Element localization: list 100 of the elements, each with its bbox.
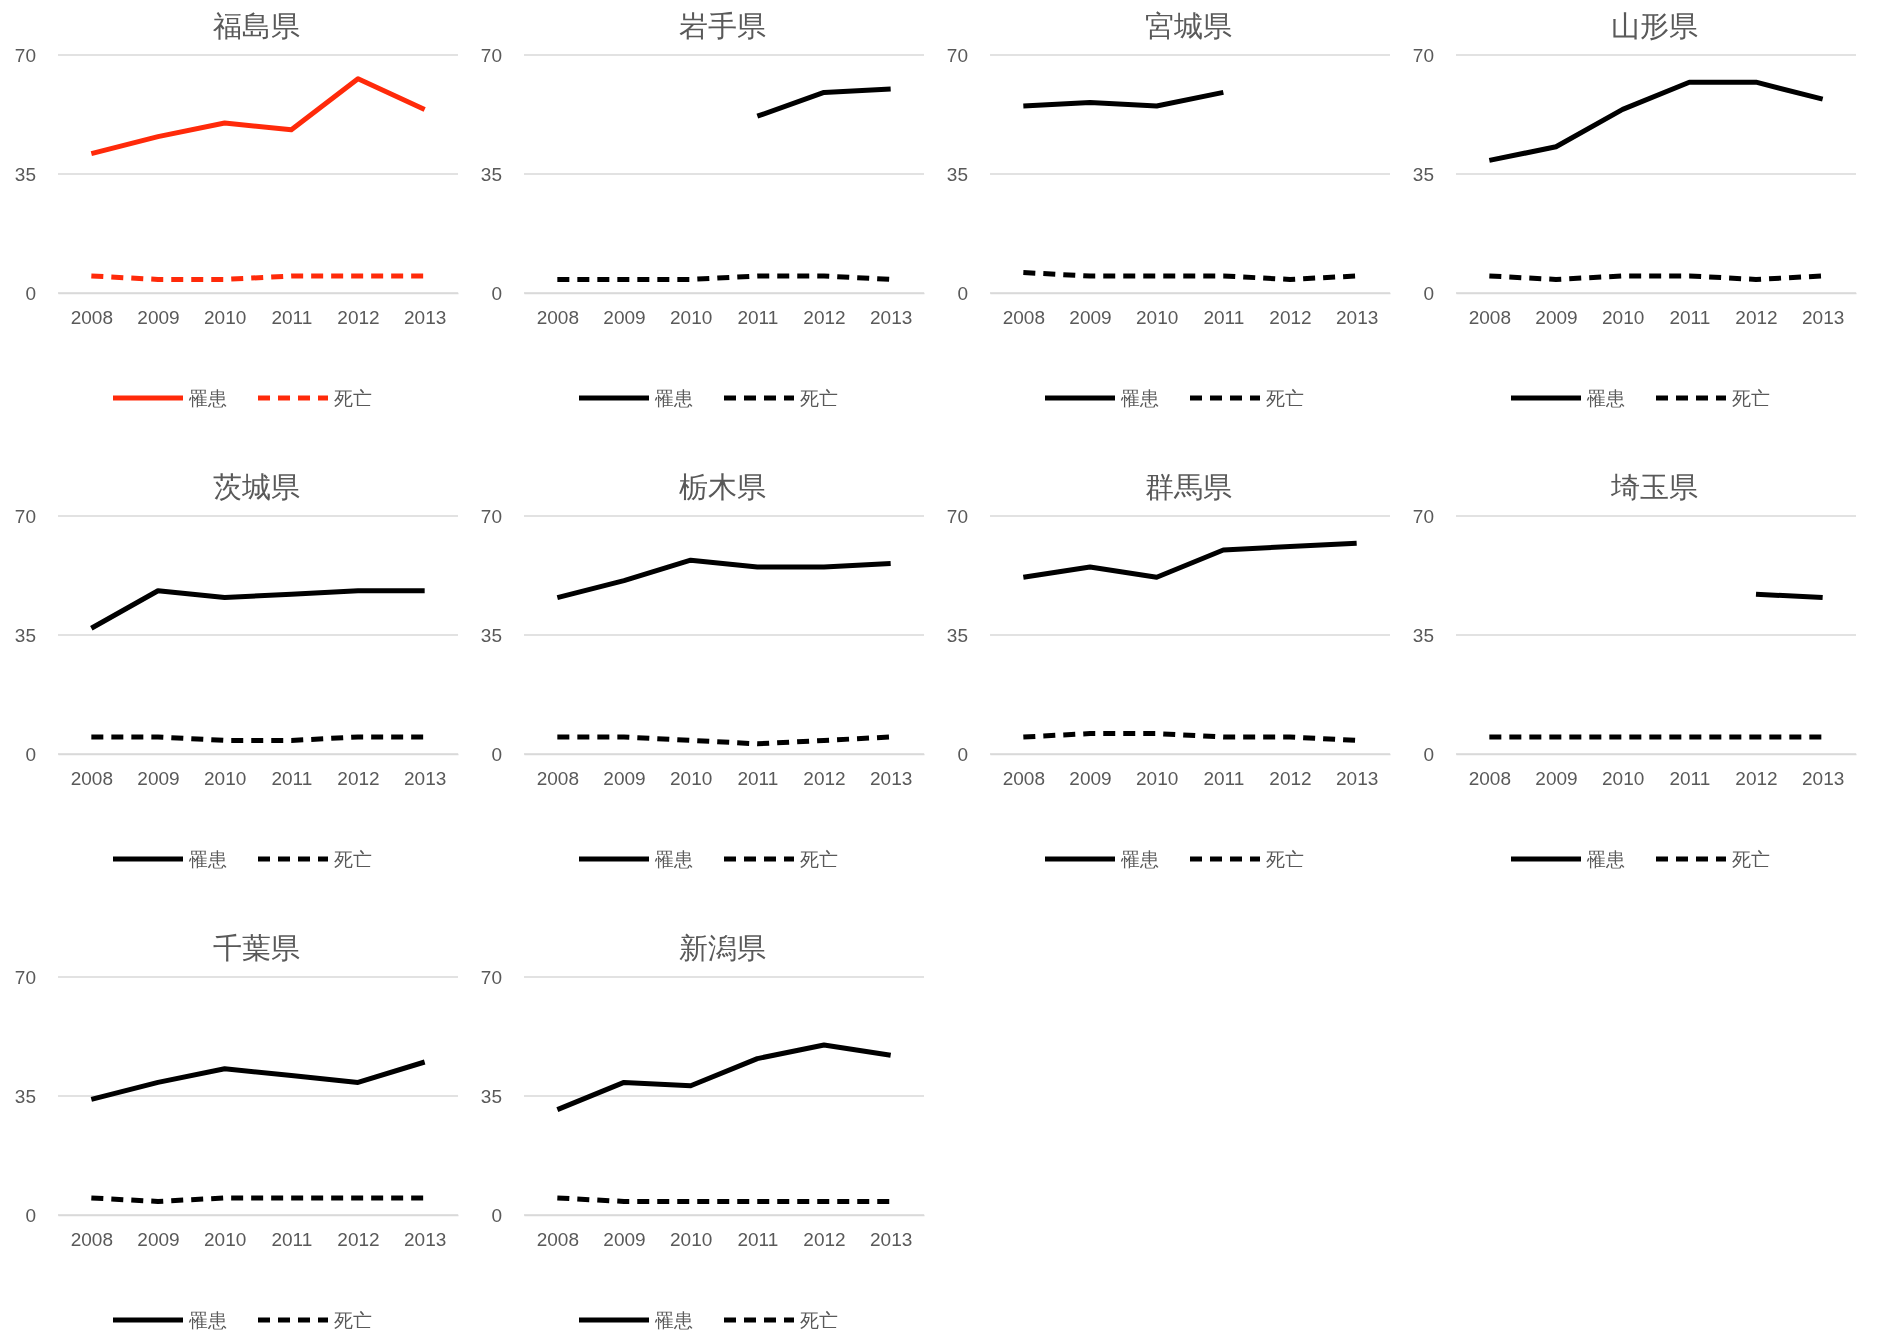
legend-label: 死亡 (334, 1309, 372, 1331)
y-tick-label: 0 (491, 743, 502, 765)
chart-title: 千葉県 (212, 931, 300, 965)
x-tick-label: 2008 (536, 307, 579, 329)
x-tick-label: 2008 (536, 1229, 579, 1251)
x-tick-label: 2009 (137, 1229, 180, 1251)
legend-label: 死亡 (800, 1309, 838, 1331)
y-tick-label: 0 (491, 282, 502, 304)
x-tick-label: 2010 (1136, 768, 1179, 790)
y-tick-label: 0 (1423, 282, 1434, 304)
y-tick-label: 0 (491, 1204, 502, 1226)
x-tick-label: 2012 (1269, 768, 1312, 790)
y-tick-label: 70 (1412, 505, 1434, 527)
x-tick-label: 2009 (1069, 307, 1112, 329)
y-tick-label: 35 (1412, 624, 1434, 646)
x-tick-label: 2009 (1535, 307, 1578, 329)
x-tick-label: 2013 (1802, 307, 1845, 329)
x-tick-label: 2013 (1336, 307, 1379, 329)
y-tick-label: 35 (480, 163, 502, 185)
legend-label: 罹患 (188, 387, 227, 409)
x-tick-label: 2010 (204, 1229, 247, 1251)
y-tick-label: 35 (946, 163, 968, 185)
x-tick-label: 2011 (271, 768, 313, 790)
y-tick-label: 70 (14, 505, 36, 527)
legend-label: 罹患 (1120, 848, 1159, 870)
x-tick-label: 2012 (337, 1229, 380, 1251)
chart-title: 群馬県 (1144, 470, 1232, 504)
x-tick-label: 2012 (1735, 768, 1778, 790)
y-tick-label: 35 (480, 624, 502, 646)
x-tick-label: 2009 (603, 307, 646, 329)
y-tick-label: 70 (480, 505, 502, 527)
x-tick-label: 2011 (1203, 768, 1245, 790)
y-tick-label: 35 (14, 624, 36, 646)
x-tick-label: 2013 (1336, 768, 1379, 790)
x-tick-label: 2011 (271, 1229, 313, 1251)
legend-label: 罹患 (188, 1309, 227, 1331)
x-tick-label: 2012 (337, 768, 380, 790)
legend-label: 罹患 (654, 1309, 693, 1331)
chart-title: 岩手県 (678, 9, 766, 43)
x-tick-label: 2013 (870, 768, 913, 790)
chart-title: 茨城県 (212, 470, 300, 504)
y-tick-label: 35 (480, 1085, 502, 1107)
legend-label: 死亡 (800, 387, 838, 409)
chart-title: 宮城県 (1144, 9, 1232, 43)
y-tick-label: 70 (14, 966, 36, 988)
x-tick-label: 2008 (1468, 307, 1511, 329)
legend-label: 罹患 (1586, 387, 1625, 409)
x-tick-label: 2009 (1535, 768, 1578, 790)
y-tick-label: 35 (14, 163, 36, 185)
legend-label: 死亡 (1732, 387, 1770, 409)
legend-label: 死亡 (1266, 848, 1304, 870)
x-tick-label: 2011 (1669, 768, 1711, 790)
legend-label: 罹患 (188, 848, 227, 870)
y-tick-label: 35 (14, 1085, 36, 1107)
legend-label: 死亡 (1732, 848, 1770, 870)
x-tick-label: 2009 (137, 768, 180, 790)
y-tick-label: 0 (957, 743, 968, 765)
legend-label: 死亡 (800, 848, 838, 870)
x-tick-label: 2012 (803, 307, 846, 329)
x-tick-label: 2012 (1269, 307, 1312, 329)
chart-title: 新潟県 (678, 931, 766, 965)
x-tick-label: 2009 (137, 307, 180, 329)
x-tick-label: 2012 (1735, 307, 1778, 329)
x-tick-label: 2008 (70, 307, 113, 329)
legend-label: 死亡 (334, 387, 372, 409)
x-tick-label: 2011 (737, 768, 779, 790)
x-tick-label: 2010 (204, 307, 247, 329)
x-tick-label: 2013 (404, 768, 447, 790)
y-tick-label: 70 (1412, 44, 1434, 66)
x-tick-label: 2012 (337, 307, 380, 329)
x-tick-label: 2010 (670, 1229, 713, 1251)
legend-label: 罹患 (654, 848, 693, 870)
x-tick-label: 2012 (803, 1229, 846, 1251)
x-tick-label: 2010 (670, 307, 713, 329)
x-tick-label: 2008 (1468, 768, 1511, 790)
x-tick-label: 2011 (1669, 307, 1711, 329)
x-tick-label: 2008 (70, 768, 113, 790)
legend-label: 死亡 (1266, 387, 1304, 409)
y-tick-label: 0 (25, 743, 36, 765)
x-tick-label: 2011 (737, 1229, 779, 1251)
y-tick-label: 70 (14, 44, 36, 66)
x-tick-label: 2011 (737, 307, 779, 329)
x-tick-label: 2010 (1602, 768, 1645, 790)
chart-title: 埼玉県 (1609, 470, 1698, 504)
y-tick-label: 0 (25, 282, 36, 304)
y-tick-label: 0 (25, 1204, 36, 1226)
x-tick-label: 2012 (803, 768, 846, 790)
x-tick-label: 2010 (670, 768, 713, 790)
x-tick-label: 2009 (603, 1229, 646, 1251)
x-tick-label: 2009 (603, 768, 646, 790)
x-tick-label: 2013 (870, 1229, 913, 1251)
chart-title: 栃木県 (678, 470, 766, 504)
x-tick-label: 2013 (1802, 768, 1845, 790)
y-tick-label: 0 (957, 282, 968, 304)
x-tick-label: 2013 (404, 1229, 447, 1251)
x-tick-label: 2010 (204, 768, 247, 790)
y-tick-label: 70 (946, 505, 968, 527)
x-tick-label: 2009 (1069, 768, 1112, 790)
y-tick-label: 0 (1423, 743, 1434, 765)
x-tick-label: 2008 (1002, 768, 1045, 790)
